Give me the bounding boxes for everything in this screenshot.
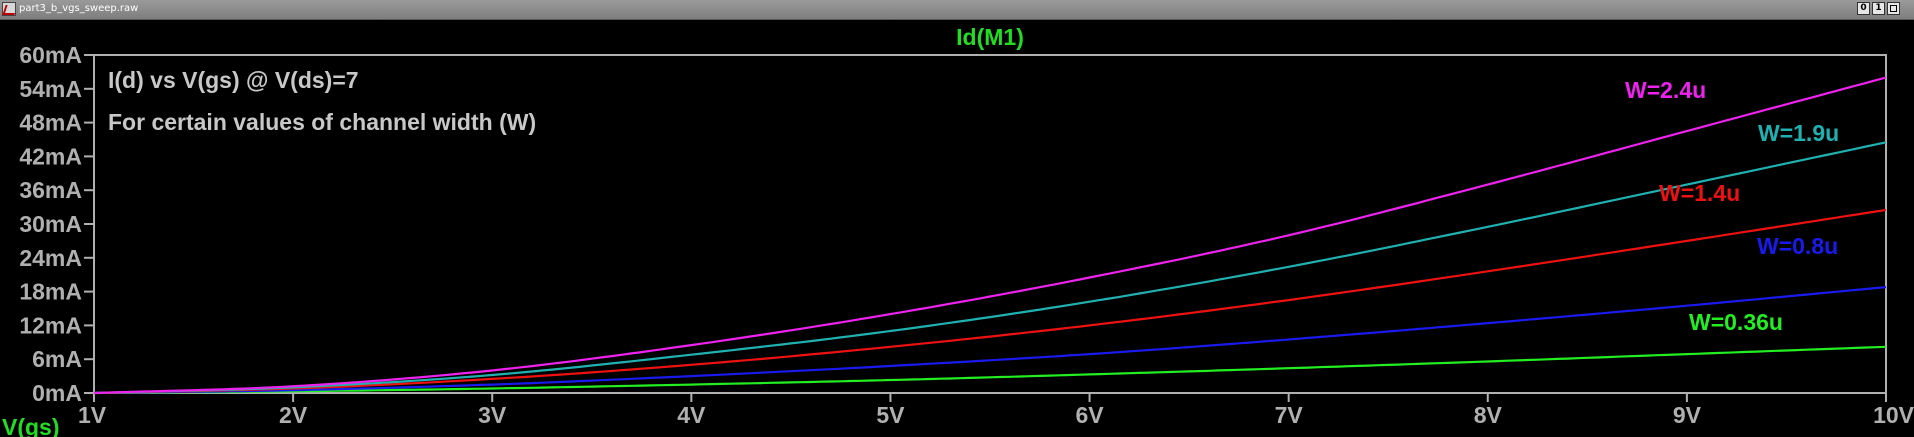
y-tick-label: 30mA <box>19 211 82 237</box>
plot-area[interactable]: Id(M1) I(d) vs V(gs) @ V(ds)=7 For certa… <box>0 20 1914 437</box>
series-label[interactable]: W=0.36u <box>1689 309 1783 335</box>
series-line-W=2.4u <box>93 76 1887 395</box>
y-tick-label: 48mA <box>19 110 82 136</box>
annotation-title: I(d) vs V(gs) @ V(ds)=7 <box>108 67 359 93</box>
x-tick-label: 9V <box>1673 402 1702 428</box>
y-tick-label: 0mA <box>32 380 82 406</box>
x-tick-label: 4V <box>677 402 706 428</box>
x-tick-label: 6V <box>1075 402 1104 428</box>
chart-title[interactable]: Id(M1) <box>956 24 1024 50</box>
series-line-W=0.36u <box>93 345 1887 395</box>
y-tick-label: 12mA <box>19 312 82 338</box>
x-tick-label: 5V <box>876 402 905 428</box>
annotation-subtitle: For certain values of channel width (W) <box>108 109 536 135</box>
series-label[interactable]: W=1.4u <box>1659 180 1740 206</box>
y-tick-label: 36mA <box>19 177 82 203</box>
plot-frame <box>93 54 1887 394</box>
x-tick-label: 1V <box>78 402 107 428</box>
y-tick-label: 6mA <box>32 346 82 372</box>
waveform-app-icon <box>2 2 18 16</box>
series-line-W=1.9u <box>93 141 1887 395</box>
x-axis: 1V 2V 3V 4V 5V 6V 7V 8V 9V 10V <box>78 393 1914 428</box>
series-layer <box>93 76 1887 395</box>
restore-button[interactable]: 1 <box>1872 2 1885 15</box>
y-tick-label: 60mA <box>19 42 82 68</box>
minimize-button[interactable]: 0 <box>1857 2 1870 15</box>
y-tick-label: 18mA <box>19 279 82 305</box>
series-line-W=0.8u <box>93 286 1887 395</box>
y-axis: 0mA 6mA 12mA 18mA 24mA 30mA 36mA 42mA 48mA 54mA 60… <box>19 42 94 406</box>
x-tick-label: 8V <box>1474 402 1503 428</box>
y-tick-label: 54mA <box>19 76 82 102</box>
window-title: part3_b_vgs_sweep.raw <box>19 3 139 14</box>
series-label[interactable]: W=0.8u <box>1757 233 1838 259</box>
y-tick-label: 42mA <box>19 143 82 169</box>
series-label[interactable]: W=2.4u <box>1625 77 1706 103</box>
series-labels: W=2.4u W=1.9u W=1.4u W=0.8u W=0.36u <box>1625 77 1839 335</box>
series-line-W=1.4u <box>93 208 1887 395</box>
x-tick-label: 10V <box>1873 402 1914 428</box>
y-tick-label: 24mA <box>19 245 82 271</box>
close-button[interactable] <box>1887 2 1900 15</box>
x-tick-label: 7V <box>1275 402 1304 428</box>
series-label[interactable]: W=1.9u <box>1758 120 1839 146</box>
title-bar[interactable]: part3_b_vgs_sweep.raw 0 1 <box>0 0 1914 20</box>
x-axis-label[interactable]: V(gs) <box>2 414 60 437</box>
x-tick-label: 3V <box>478 402 507 428</box>
close-icon <box>1890 5 1897 12</box>
x-tick-label: 2V <box>279 402 308 428</box>
